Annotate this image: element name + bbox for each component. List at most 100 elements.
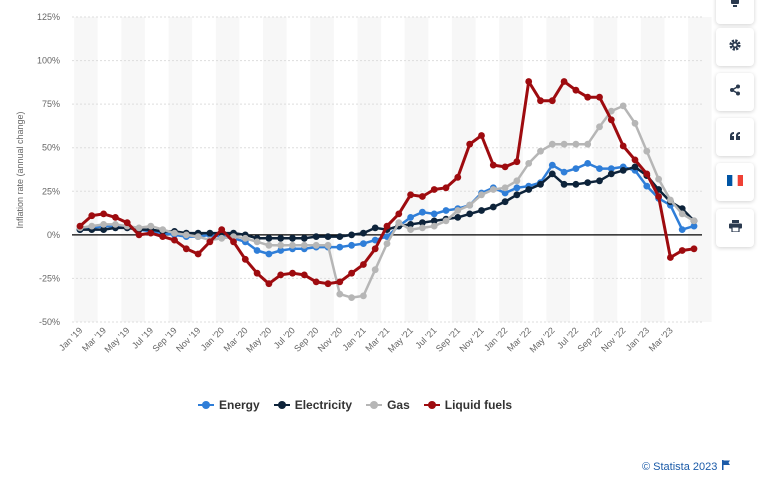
data-point-gas (489, 186, 497, 193)
data-point-liquid-fuels (548, 97, 556, 105)
language-button[interactable] (716, 163, 754, 201)
data-point-gas (112, 221, 119, 228)
data-point-liquid-fuels (655, 193, 662, 200)
data-point-energy (572, 165, 580, 173)
data-point-liquid-fuels (560, 78, 568, 85)
data-point-gas (419, 224, 426, 232)
data-point-energy (643, 182, 651, 190)
data-point-gas (430, 222, 438, 230)
data-point-electricity (371, 224, 379, 232)
data-point-gas (218, 234, 226, 242)
notification-button[interactable] (716, 0, 754, 24)
data-point-gas (159, 226, 167, 234)
data-point-gas (336, 290, 344, 298)
x-band (357, 17, 382, 322)
data-point-gas (360, 292, 367, 300)
data-point-gas (596, 123, 603, 131)
data-point-liquid-fuels (489, 161, 497, 169)
data-point-electricity (324, 233, 332, 241)
data-point-electricity (312, 233, 320, 241)
x-tick-label: May '20 (244, 325, 273, 354)
data-point-gas (194, 233, 202, 241)
series-liquid-fuels (76, 78, 698, 288)
data-point-energy (360, 240, 367, 248)
x-tick-label: Sep '20 (292, 325, 320, 353)
data-point-gas (466, 201, 474, 209)
data-point-liquid-fuels (667, 254, 674, 261)
data-point-gas (289, 241, 296, 249)
data-point-liquid-fuels (182, 245, 190, 253)
data-point-liquid-fuels (584, 93, 592, 101)
data-point-gas (501, 184, 509, 192)
data-point-energy (430, 210, 438, 218)
data-point-gas (100, 221, 107, 228)
data-point-gas (265, 241, 273, 249)
data-point-energy (690, 222, 698, 230)
data-point-energy (277, 247, 285, 254)
share-button[interactable] (716, 73, 754, 111)
data-point-energy (607, 165, 615, 173)
data-point-gas (407, 226, 414, 234)
x-tick-label: Jan '19 (57, 325, 84, 352)
data-point-liquid-fuels (596, 93, 603, 101)
data-point-liquid-fuels (289, 269, 296, 277)
data-point-gas (678, 210, 686, 218)
data-point-energy (407, 214, 414, 221)
data-point-gas (135, 224, 143, 232)
cite-button[interactable] (716, 118, 754, 156)
legend-item-electricity[interactable]: Electricity (273, 398, 353, 412)
settings-button[interactable] (716, 28, 754, 66)
x-band (688, 17, 712, 322)
data-point-liquid-fuels (690, 245, 698, 253)
data-point-liquid-fuels (678, 247, 686, 254)
data-point-liquid-fuels (241, 255, 249, 263)
y-tick-label: -50% (39, 317, 60, 327)
legend-label: Electricity (294, 398, 353, 412)
flag-icon (722, 460, 731, 473)
legend-item-gas[interactable]: Gas (366, 398, 410, 412)
data-point-liquid-fuels (100, 210, 107, 218)
data-point-electricity (265, 234, 273, 242)
data-point-gas (631, 119, 639, 127)
data-point-electricity (501, 198, 509, 206)
data-point-electricity (584, 179, 592, 187)
data-point-gas (560, 140, 568, 148)
data-point-gas (655, 175, 662, 183)
data-point-energy (336, 243, 344, 251)
data-point-liquid-fuels (324, 280, 332, 288)
statista-credit[interactable]: © Statista 2023 (642, 460, 731, 473)
french-flag-icon (727, 173, 743, 191)
data-point-gas (348, 294, 355, 301)
legend-item-liquid-fuels[interactable]: Liquid fuels (423, 398, 512, 412)
x-band (168, 17, 193, 322)
data-point-energy (560, 168, 568, 176)
data-point-liquid-fuels (159, 233, 167, 241)
x-tick-label: Sep '19 (150, 325, 178, 353)
print-button[interactable] (716, 209, 754, 247)
data-point-energy (548, 161, 556, 169)
data-point-liquid-fuels (619, 142, 627, 150)
data-point-liquid-fuels (123, 219, 131, 227)
quote-icon (729, 128, 741, 146)
x-band (640, 17, 665, 322)
data-point-liquid-fuels (265, 280, 273, 288)
data-point-gas (525, 160, 533, 167)
data-point-liquid-fuels (88, 212, 96, 220)
legend-item-energy[interactable]: Energy (198, 398, 260, 412)
data-point-electricity (513, 191, 521, 199)
data-point-liquid-fuels (348, 269, 355, 277)
data-point-liquid-fuels (525, 78, 533, 85)
data-point-electricity (360, 229, 367, 237)
data-point-liquid-fuels (300, 271, 308, 279)
x-band (404, 17, 429, 322)
data-point-gas (312, 241, 320, 249)
y-tick-label: 50% (42, 143, 60, 153)
data-point-gas (454, 207, 462, 214)
data-point-energy (371, 236, 379, 244)
data-point-liquid-fuels (135, 231, 143, 239)
data-point-gas (277, 241, 285, 249)
x-tick-label: Sep '21 (434, 325, 462, 353)
x-tick-label: Sep '22 (575, 325, 603, 353)
data-point-electricity (277, 234, 285, 242)
